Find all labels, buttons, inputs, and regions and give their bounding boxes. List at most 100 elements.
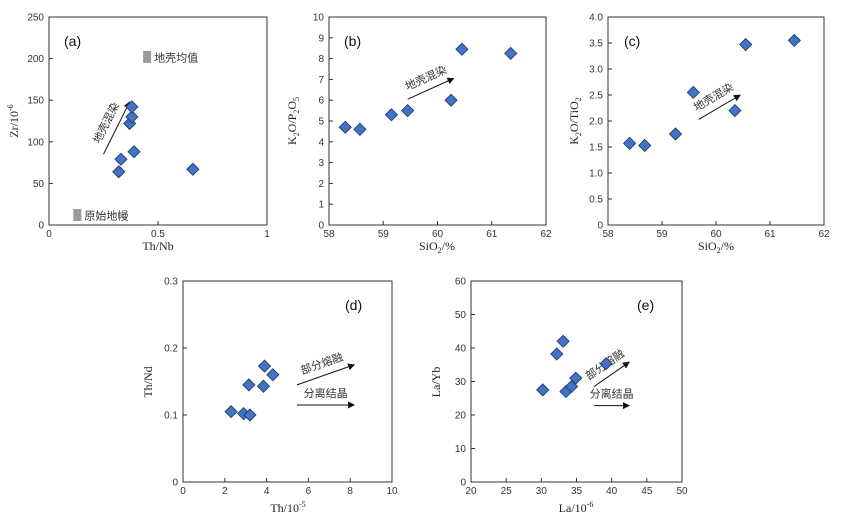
y-tick-label: 2 — [318, 179, 324, 190]
x-tick-label: 6 — [306, 486, 312, 497]
y-tick-label: 1 — [318, 200, 324, 211]
data-point — [127, 145, 141, 159]
x-tick-label: 60 — [710, 229, 722, 240]
svg-text:K2O/P2O5: K2O/P2O5 — [285, 97, 301, 145]
panel-e-xlabel-sup: -6 — [587, 500, 594, 509]
y-tick-label: 0 — [460, 478, 466, 489]
data-point — [444, 93, 458, 107]
panel-e-ylabel: La/Yb — [429, 367, 443, 398]
x-tick-label: 25 — [501, 486, 513, 497]
x-tick-label: 35 — [571, 486, 583, 497]
data-point — [256, 379, 271, 393]
reference-box-label: 原始地幔 — [84, 209, 128, 223]
panel-c-xlabel: SiO — [698, 239, 717, 253]
panel-b: (b) SiO2/% K2O/P2O5 58 59 60 61 62 0 1 2 3 4 5 6 7 8 9… — [285, 13, 552, 256]
y-tick-label: 2.0 — [589, 117, 603, 128]
panel-c-xlabel-sub: 2 — [717, 246, 721, 255]
svg-text:La/10-6: La/10-6 — [559, 500, 594, 515]
x-tick-label: 0 — [46, 229, 52, 240]
trend-arrow — [407, 77, 455, 100]
data-point — [556, 334, 570, 348]
panel-e-label: (e) — [637, 297, 654, 313]
panel-b-points — [338, 42, 518, 136]
x-tick-label: 4 — [264, 486, 270, 497]
panel-e-points — [536, 334, 613, 399]
panel-b-annotations: 地壳混染 — [403, 62, 455, 100]
panel-d: (d) Th/10-5 Th/Nd 0 2 4 6 8 10 0 0.1 0.2 0.3 部分熔融… — [141, 277, 398, 516]
y-tick-label: 60 — [455, 277, 467, 288]
trend-arrow-label: 地壳混染 — [403, 62, 449, 93]
reference-box — [73, 209, 82, 222]
trend-arrow — [296, 363, 356, 386]
panel-d-label: (d) — [345, 297, 362, 313]
y-tick-label: 50 — [33, 179, 45, 190]
x-tick-label: 60 — [432, 229, 444, 240]
panel-d-xlabel-sup: -5 — [299, 500, 306, 509]
y-tick-label: 40 — [455, 344, 467, 355]
data-point — [455, 42, 469, 56]
y-tick-label: 3 — [318, 158, 324, 169]
x-tick-label: 20 — [465, 486, 477, 497]
data-point — [504, 46, 518, 61]
panel-b-ticks: 58 59 60 61 62 0 1 2 3 4 5 6 7 8 9 10 — [313, 13, 552, 241]
panel-b-xlabel-sub: 2 — [438, 246, 442, 255]
trend-arrow-label: 地壳混染 — [691, 80, 736, 114]
trend-arrow — [103, 101, 131, 155]
y-tick-label: 2.5 — [589, 91, 603, 102]
x-tick-label: 59 — [656, 229, 668, 240]
panel-c-ylabel: K — [567, 136, 581, 145]
panel-a-label: (a) — [64, 33, 81, 49]
data-point — [224, 405, 238, 419]
panel-c: (c) SiO2/% K2O/TiO2 58 59 60 61 62 0 0.5 1.0 1.5… — [567, 13, 830, 256]
svg-text:SiO2/%: SiO2/% — [698, 239, 734, 255]
x-tick-label: 40 — [606, 486, 618, 497]
x-tick-label: 61 — [486, 229, 498, 240]
panel-b-xlabel: SiO — [419, 239, 438, 253]
data-point — [112, 165, 126, 179]
panel-b-ylabel-sub1: 2 — [292, 132, 301, 136]
trend-arrow-label: 地壳混染 — [90, 100, 122, 146]
panel-b-frame — [328, 16, 547, 226]
panel-d-ylabel: Th/Nd — [141, 366, 155, 397]
data-point — [243, 408, 257, 422]
y-tick-label: 250 — [27, 13, 44, 24]
data-point — [536, 383, 550, 397]
panel-e: (e) La/10-6 La/Yb 20 25 30 35 40 45 50 0 10 20 30 4… — [429, 277, 688, 516]
x-tick-label: 8 — [347, 486, 353, 497]
y-tick-label: 0 — [318, 221, 324, 232]
x-tick-label: 0.5 — [151, 229, 165, 240]
data-point — [114, 152, 128, 166]
data-point — [125, 100, 139, 114]
panel-a-points — [112, 100, 200, 179]
data-point — [787, 33, 801, 48]
trend-arrow-label: 部分熔融 — [299, 350, 345, 378]
y-tick-label: 3.5 — [589, 39, 603, 50]
panel-c-ticks: 58 59 60 61 62 0 0.5 1.0 1.5 2.0 2.5 3.0 3.5 4.0 — [589, 13, 830, 241]
panel-b-label: (b) — [344, 33, 361, 49]
y-tick-label: 1.0 — [589, 169, 603, 180]
y-tick-label: 0.1 — [164, 411, 178, 422]
y-tick-label: 30 — [455, 377, 467, 388]
trend-arrow-label: 分离结晶 — [590, 387, 634, 401]
panel-d-points — [224, 359, 280, 422]
x-tick-label: 62 — [818, 229, 830, 240]
y-tick-label: 10 — [313, 13, 325, 24]
data-point — [384, 108, 399, 122]
y-tick-label: 20 — [455, 411, 467, 422]
panel-b-ylabel-sub3: 5 — [292, 97, 301, 101]
y-tick-label: 1.5 — [589, 143, 603, 154]
y-tick-label: 7 — [318, 75, 324, 86]
reference-box-label: 地壳均值 — [154, 50, 198, 64]
svg-text:Th/10-5: Th/10-5 — [270, 500, 305, 515]
panel-e-xlabel: La/10 — [559, 501, 587, 515]
trend-arrow-label: 分离结晶 — [304, 386, 348, 400]
data-point — [266, 368, 280, 382]
data-point — [739, 37, 753, 52]
x-tick-label: 2 — [222, 486, 228, 497]
data-point — [686, 85, 700, 100]
panel-c-ylabel-sub2: 2 — [574, 97, 583, 101]
panel-b-ylabel-sub2: 2 — [292, 110, 301, 114]
x-tick-label: 0 — [180, 486, 186, 497]
